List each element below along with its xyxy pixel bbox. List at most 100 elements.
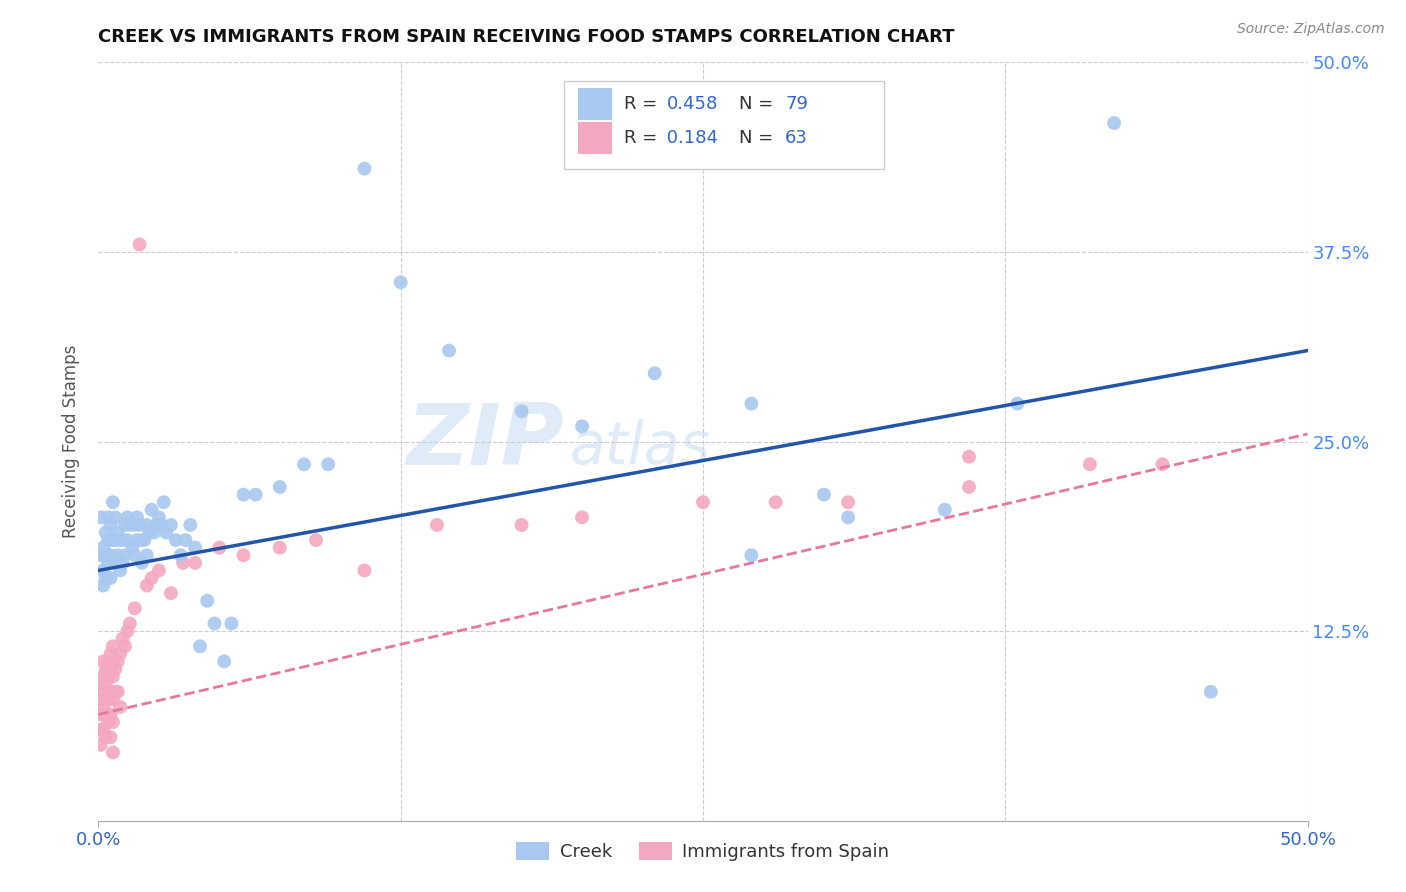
Point [212, 655, 235, 669]
Point [97, 510, 120, 524]
Point [131, 533, 153, 548]
Point [100, 647, 122, 661]
Point [353, 161, 375, 176]
Point [232, 548, 254, 563]
Point [118, 616, 141, 631]
Point [94, 730, 117, 744]
Point [94, 677, 117, 691]
FancyBboxPatch shape [564, 81, 884, 169]
Point [90, 692, 112, 706]
Point [97, 556, 120, 570]
Point [91, 579, 114, 593]
Point [101, 746, 124, 760]
Point [100, 571, 122, 585]
Point [644, 366, 666, 380]
Point [957, 450, 980, 464]
Point [124, 601, 146, 615]
Point [571, 510, 593, 524]
Point [108, 699, 131, 714]
Point [101, 533, 124, 548]
Point [128, 517, 150, 532]
Point [111, 556, 134, 570]
Point [221, 616, 243, 631]
Point [97, 692, 120, 706]
Point [165, 533, 187, 548]
Point [765, 495, 787, 509]
Point [104, 533, 127, 548]
Point [160, 517, 183, 532]
Point [108, 533, 131, 548]
Point [101, 692, 124, 706]
Point [1102, 116, 1125, 130]
Text: Source: ZipAtlas.com: Source: ZipAtlas.com [1237, 22, 1385, 37]
Point [104, 685, 127, 699]
Point [94, 525, 117, 540]
Point [90, 510, 112, 524]
Point [111, 533, 134, 548]
Point [141, 571, 163, 585]
Point [91, 669, 114, 683]
Point [305, 533, 328, 548]
Point [148, 564, 170, 578]
Point [91, 564, 114, 578]
Text: ZIP: ZIP [406, 400, 564, 483]
Point [117, 510, 139, 524]
Text: CREEK VS IMMIGRANTS FROM SPAIN RECEIVING FOOD STAMPS CORRELATION CHART: CREEK VS IMMIGRANTS FROM SPAIN RECEIVING… [98, 28, 955, 45]
Point [107, 685, 129, 699]
Point [316, 458, 339, 472]
Point [1199, 685, 1222, 699]
Text: R =: R = [624, 129, 664, 147]
Point [117, 533, 139, 548]
Point [90, 723, 112, 737]
Point [107, 525, 129, 540]
Point [94, 548, 117, 563]
Point [837, 510, 859, 524]
Point [148, 510, 170, 524]
Point [174, 533, 197, 548]
Point [100, 707, 122, 722]
Point [97, 655, 120, 669]
Point [184, 556, 207, 570]
Text: N =: N = [740, 95, 779, 113]
Point [107, 655, 129, 669]
Text: 0.184: 0.184 [661, 129, 717, 147]
Point [245, 487, 267, 501]
Point [292, 458, 315, 472]
Point [510, 404, 533, 418]
Y-axis label: Receiving Food Stamps: Receiving Food Stamps [62, 345, 80, 538]
Point [114, 548, 136, 563]
Point [169, 548, 191, 563]
Point [114, 517, 136, 532]
Point [114, 639, 136, 653]
Point [101, 639, 124, 653]
Point [135, 548, 157, 563]
Point [101, 669, 124, 683]
Point [90, 738, 112, 752]
Point [934, 503, 956, 517]
Point [510, 517, 533, 532]
Point [740, 396, 762, 410]
Point [104, 662, 127, 676]
Point [269, 541, 291, 555]
Bar [578, 88, 613, 120]
Point [571, 419, 593, 434]
Point [692, 495, 714, 509]
Point [104, 510, 127, 524]
Point [100, 548, 122, 563]
Point [957, 480, 980, 494]
Text: 63: 63 [785, 129, 808, 147]
Point [1078, 458, 1101, 472]
Point [100, 662, 122, 676]
Point [108, 647, 131, 661]
Point [188, 639, 211, 653]
Legend: Creek, Immigrants from Spain: Creek, Immigrants from Spain [509, 835, 897, 869]
Point [135, 517, 157, 532]
Point [91, 699, 114, 714]
Point [437, 343, 460, 358]
Point [94, 707, 117, 722]
Point [91, 723, 114, 737]
Point [90, 548, 112, 563]
Point [152, 495, 174, 509]
Point [204, 616, 226, 631]
Point [184, 541, 207, 555]
